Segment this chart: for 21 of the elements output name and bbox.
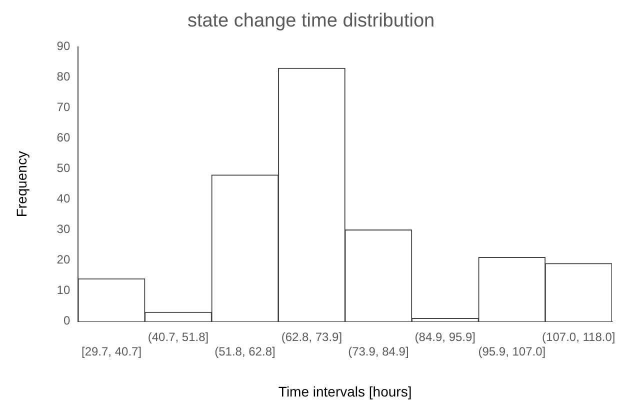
y-tick-label: 60 (56, 130, 70, 145)
y-tick-label: 80 (56, 70, 70, 84)
x-tick-label: (95.9, 107.0] (478, 344, 546, 358)
y-tick-label: 90 (56, 39, 70, 54)
y-axis-title: Frequency (13, 151, 30, 218)
chart-title: state change time distribution (187, 10, 435, 32)
x-tick-label: (107.0, 118.0] (542, 330, 616, 344)
x-tick-label: [29.7, 40.7] (81, 344, 142, 358)
x-axis-title: Time intervals [hours] (278, 383, 412, 400)
x-tick-label: (84.9, 95.9] (414, 330, 476, 344)
y-tick-label: 40 (56, 192, 70, 206)
x-tick-label: (73.9, 84.9] (348, 344, 409, 358)
y-tick-label: 10 (56, 283, 70, 298)
y-tick-label: 20 (56, 252, 70, 267)
y-tick-label: 30 (56, 222, 70, 236)
x-tick-label: (40.7, 51.8] (148, 330, 209, 344)
y-tick-label: 0 (63, 314, 70, 328)
y-tick-label: 70 (56, 100, 70, 114)
y-tick-label: 50 (56, 161, 70, 176)
x-tick-label: (51.8, 62.8] (214, 344, 276, 358)
x-tick-label: (62.8, 73.9] (281, 330, 342, 344)
